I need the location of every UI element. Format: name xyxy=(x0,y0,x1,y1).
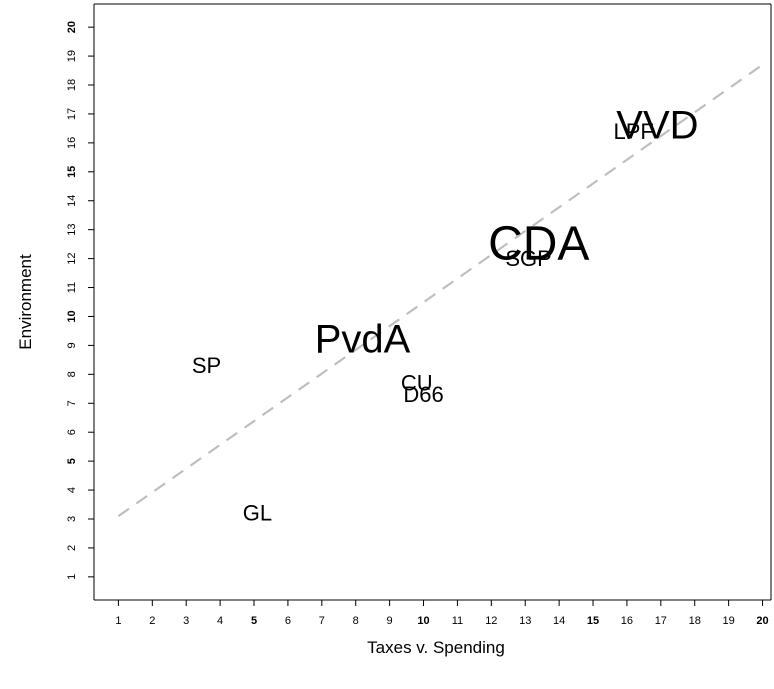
party-label-d66: D66 xyxy=(403,382,443,407)
y-tick-label: 3 xyxy=(66,516,78,522)
x-tick-label: 10 xyxy=(417,615,429,627)
x-tick-label: 17 xyxy=(655,615,667,627)
x-tick-label: 5 xyxy=(251,615,257,627)
x-tick-label: 14 xyxy=(553,615,565,627)
party-label-cu: CU xyxy=(401,371,433,396)
x-tick-label: 13 xyxy=(519,615,531,627)
y-tick-label: 18 xyxy=(66,79,78,91)
x-tick-label: 3 xyxy=(183,615,189,627)
y-tick-label: 12 xyxy=(66,252,78,264)
x-tick-label: 12 xyxy=(485,615,497,627)
y-tick-label: 5 xyxy=(66,458,78,464)
x-tick-label: 4 xyxy=(217,615,223,627)
axes xyxy=(88,3,772,606)
x-tick-label: 8 xyxy=(353,615,359,627)
y-tick-label: 9 xyxy=(66,342,78,348)
y-tick-label: 1 xyxy=(66,574,78,580)
y-tick-label: 20 xyxy=(66,21,78,33)
party-label-cda: CDA xyxy=(488,218,589,271)
y-tick-label: 13 xyxy=(66,224,78,236)
y-tick-label: 6 xyxy=(66,429,78,435)
x-tick-label: 1 xyxy=(115,615,121,627)
x-tick-label: 18 xyxy=(689,615,701,627)
x-tick-label: 15 xyxy=(587,615,599,627)
y-tick-label: 7 xyxy=(66,400,78,406)
y-tick-label: 14 xyxy=(66,195,78,207)
party-label-lpf: LPF xyxy=(614,119,654,144)
party-label-sp: SP xyxy=(192,353,221,378)
y-axis-title: Environment xyxy=(16,254,35,350)
x-tick-label: 2 xyxy=(149,615,155,627)
x-tick-label: 16 xyxy=(621,615,633,627)
x-tick-label: 20 xyxy=(756,615,768,627)
party-label-sgp: SGP xyxy=(505,246,551,271)
y-tick-label: 15 xyxy=(66,166,78,178)
x-tick-label: 6 xyxy=(285,615,291,627)
party-label-vvd: VVD xyxy=(616,104,698,148)
y-tick-label: 2 xyxy=(66,545,78,551)
tick-labels: 1 2 3 4 5 6 7 8 9 10 11 12 13 14 15 16 17 18 19 20123456789… xyxy=(66,21,769,627)
party-label-gl: GL xyxy=(243,501,272,526)
y-tick-label: 8 xyxy=(66,371,78,377)
x-axis-title: Taxes v. Spending xyxy=(367,638,505,657)
x-tick-label: 11 xyxy=(452,615,463,627)
x-tick-label: 19 xyxy=(722,615,734,627)
y-tick-label: 19 xyxy=(66,50,78,62)
y-tick-label: 16 xyxy=(66,137,78,149)
y-tick-label: 17 xyxy=(66,108,78,120)
y-tick-label: 10 xyxy=(66,310,78,322)
x-tick-label: 7 xyxy=(319,615,325,627)
party-label-pvda: PvdA xyxy=(315,318,411,362)
y-tick-label: 11 xyxy=(66,282,78,293)
y-tick-label: 4 xyxy=(66,487,78,493)
x-tick-label: 9 xyxy=(387,615,393,627)
